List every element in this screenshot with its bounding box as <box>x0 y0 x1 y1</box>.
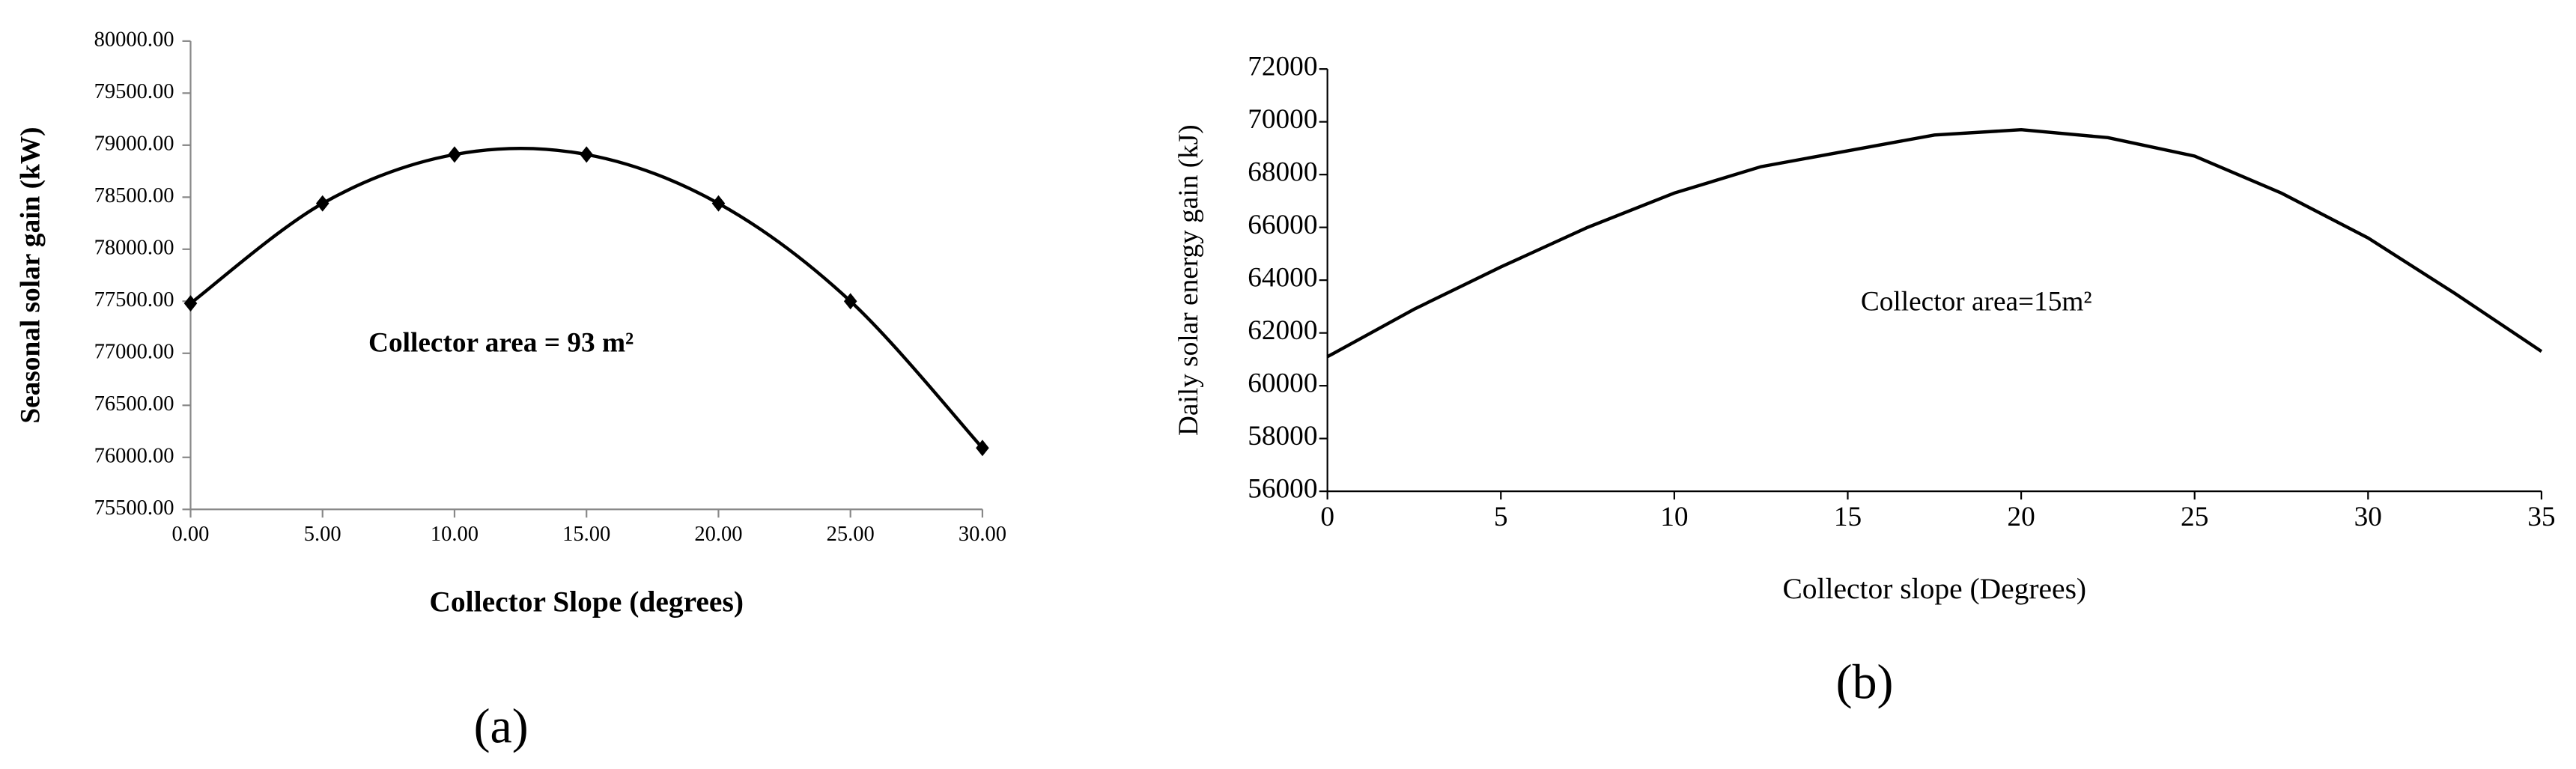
x-tick-label: 0 <box>1320 502 1334 532</box>
x-tick-label: 5 <box>1494 502 1508 532</box>
x-tick-label: 30 <box>2354 502 2382 532</box>
y-tick-label: 78500.00 <box>94 184 174 207</box>
x-tick-label: 25.00 <box>827 523 875 546</box>
annotation: Collector area=15m² <box>1861 287 2092 317</box>
x-tick-label: 25 <box>2181 502 2208 532</box>
annotation: Collector area = 93 m² <box>368 327 634 358</box>
x-tick-label: 0.00 <box>172 523 210 546</box>
y-tick-label: 78000.00 <box>94 236 174 259</box>
x-tick-label: 10 <box>1660 502 1688 532</box>
x-tick-label: 20 <box>2007 502 2035 532</box>
y-axis-label: Daily solar energy gain (kJ) <box>1173 124 1204 436</box>
caption: (a) <box>474 699 529 754</box>
y-tick-label: 79000.00 <box>94 132 174 155</box>
y-tick-label: 77000.00 <box>94 340 174 363</box>
y-tick-label: 72000 <box>1248 52 1317 82</box>
y-tick-label: 56000 <box>1248 474 1317 505</box>
y-axis-label: Seasonal solar gain (kW) <box>15 127 46 423</box>
y-tick-label: 70000 <box>1248 104 1317 135</box>
marker <box>315 195 329 212</box>
y-tick-label: 75500.00 <box>94 496 174 520</box>
y-tick-label: 79500.00 <box>94 80 174 103</box>
line <box>1326 128 2543 359</box>
y-tick-label: 80000.00 <box>94 28 174 51</box>
marker <box>711 195 726 212</box>
y-tick-label: 76000.00 <box>94 444 174 467</box>
y-tick-label: 60000 <box>1248 368 1317 399</box>
x-tick-label: 20.00 <box>694 523 742 546</box>
y-tick-label: 77500.00 <box>94 288 174 311</box>
x-tick-label: 15.00 <box>562 523 610 546</box>
x-axis-label: Collector slope (Degrees) <box>1782 572 2086 605</box>
marker <box>843 293 857 310</box>
y-tick-label: 58000 <box>1248 421 1317 452</box>
marker <box>448 146 461 163</box>
y-tick-label: 66000 <box>1248 210 1317 240</box>
x-tick-label: 30.00 <box>959 523 1006 546</box>
y-tick-label: 76500.00 <box>94 392 174 416</box>
marker <box>183 295 198 312</box>
y-tick-label: 62000 <box>1248 315 1317 346</box>
line <box>189 146 984 449</box>
x-tick-label: 5.00 <box>304 523 341 546</box>
x-axis-label: Collector Slope (degrees) <box>429 586 744 618</box>
x-tick-label: 10.00 <box>431 523 479 546</box>
y-tick-label: 64000 <box>1248 263 1317 294</box>
y-tick-label: 68000 <box>1248 157 1317 188</box>
marker <box>580 146 593 163</box>
marker <box>976 440 989 457</box>
caption: (b) <box>1836 654 1894 709</box>
x-tick-label: 35 <box>2527 502 2555 532</box>
x-tick-label: 15 <box>1834 502 1862 532</box>
